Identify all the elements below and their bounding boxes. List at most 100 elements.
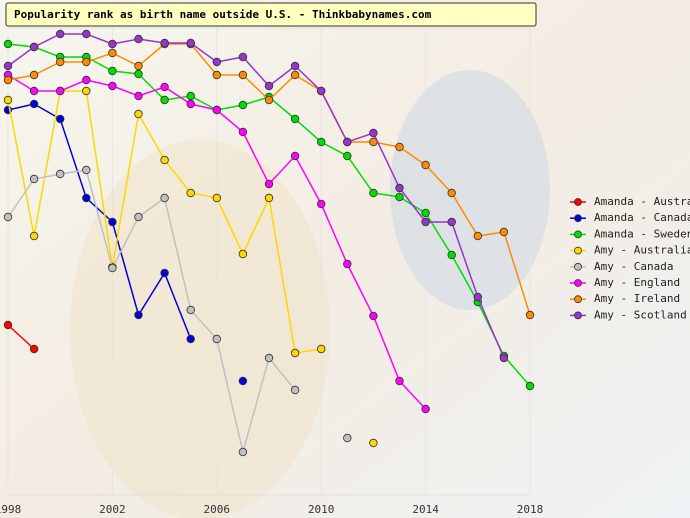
point <box>290 70 300 80</box>
point <box>29 70 39 80</box>
point <box>29 344 39 354</box>
point <box>29 42 39 52</box>
point <box>421 217 430 227</box>
point <box>395 192 404 202</box>
point <box>108 66 117 76</box>
legend-label: Amy - England <box>594 276 680 289</box>
point <box>108 39 117 49</box>
point <box>421 208 430 218</box>
point <box>212 105 221 115</box>
point <box>134 212 143 222</box>
point <box>317 137 326 147</box>
point <box>134 109 143 119</box>
point <box>238 447 248 457</box>
point <box>212 334 221 344</box>
point <box>3 95 13 105</box>
point <box>160 268 169 278</box>
x-tick-label: 2002 <box>99 503 126 516</box>
point <box>3 75 13 85</box>
point <box>317 86 326 96</box>
point <box>369 128 378 138</box>
point <box>29 99 39 109</box>
point <box>238 100 248 110</box>
point <box>134 69 143 79</box>
series-line <box>7 33 505 359</box>
point <box>108 48 117 58</box>
point <box>160 82 169 92</box>
point <box>264 95 274 105</box>
point <box>238 376 248 386</box>
point <box>186 91 195 101</box>
point <box>499 353 509 363</box>
point <box>238 127 248 137</box>
legend-label: Amy - Australia <box>594 244 690 257</box>
point <box>421 160 430 170</box>
point <box>186 99 195 109</box>
point <box>212 70 221 80</box>
point <box>186 334 195 344</box>
point <box>473 231 482 241</box>
point <box>264 193 274 203</box>
point <box>238 70 248 80</box>
point <box>186 188 195 198</box>
point <box>29 86 39 96</box>
point <box>160 95 169 105</box>
photo-shape <box>70 140 330 518</box>
point <box>82 193 91 203</box>
point <box>395 183 404 193</box>
point <box>134 91 143 101</box>
point <box>134 61 143 71</box>
point <box>108 81 117 91</box>
point <box>343 151 352 161</box>
point <box>3 212 13 222</box>
point <box>317 344 326 354</box>
point <box>264 179 274 189</box>
chart-title: Popularity rank as birth name outside U.… <box>14 8 432 21</box>
legend-label: Amanda - Australia <box>594 195 690 208</box>
point <box>290 61 300 71</box>
point <box>29 174 39 184</box>
legend-marker <box>574 262 582 271</box>
point <box>317 199 326 209</box>
point <box>290 114 300 124</box>
series-line <box>7 103 192 340</box>
point <box>525 310 535 320</box>
point <box>343 433 352 443</box>
point <box>56 86 65 96</box>
legend-marker <box>574 246 582 255</box>
point <box>395 376 404 386</box>
legend-label: Amanda - Canada <box>594 211 690 224</box>
point <box>473 292 482 302</box>
x-tick-label: 2010 <box>308 503 335 516</box>
point <box>369 438 378 448</box>
point <box>160 155 169 165</box>
point <box>290 151 300 161</box>
point <box>186 305 195 315</box>
x-tick-label: 2014 <box>412 503 439 516</box>
point <box>82 86 91 96</box>
point <box>343 259 352 269</box>
legend-marker <box>574 214 582 223</box>
point <box>82 165 91 175</box>
point <box>3 39 13 49</box>
legend-marker <box>574 311 582 320</box>
point <box>108 263 117 273</box>
point <box>160 38 169 48</box>
x-tick-label: 1998 <box>0 503 21 516</box>
point <box>134 34 143 44</box>
point <box>447 217 456 227</box>
point <box>82 29 91 39</box>
point <box>447 250 456 260</box>
point <box>160 193 169 203</box>
legend-label: Amy - Canada <box>594 260 673 273</box>
x-tick-label: 2006 <box>204 503 231 516</box>
point <box>56 57 65 67</box>
legend-label: Amy - Ireland <box>594 292 680 305</box>
point <box>369 311 378 321</box>
point <box>134 310 143 320</box>
point <box>264 353 274 363</box>
x-tick-label: 2018 <box>517 503 544 516</box>
point <box>186 38 195 48</box>
point <box>212 193 221 203</box>
